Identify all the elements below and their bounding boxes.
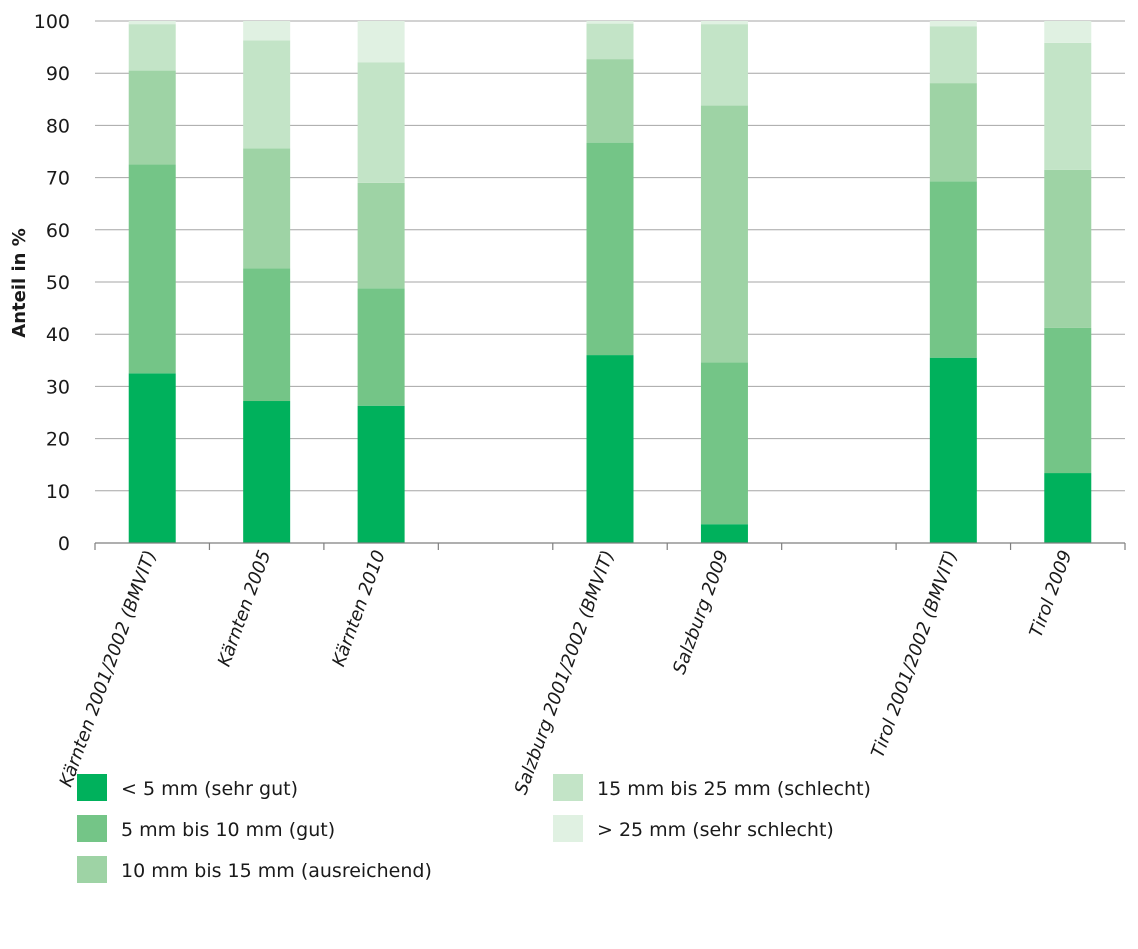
bar-segment <box>586 355 634 543</box>
legend: < 5 mm (sehr gut) 5 mm bis 10 mm (gut) 10 … <box>77 774 871 883</box>
y-tick-label: 60 <box>46 220 70 242</box>
x-category-label: Kärnten 2010 <box>328 548 389 670</box>
legend-swatch <box>553 774 583 801</box>
bar-segment <box>700 524 748 543</box>
legend-label: 10 mm bis 15 mm (ausreichend) <box>121 860 432 882</box>
bar-segment <box>586 142 634 356</box>
bar-segment <box>586 23 634 60</box>
legend-label: > 25 mm (sehr schlecht) <box>597 819 834 841</box>
bar-segment <box>929 181 977 358</box>
bars <box>128 21 1092 543</box>
legend-label: 15 mm bis 25 mm (schlecht) <box>597 778 871 800</box>
bar-segment <box>128 24 176 71</box>
y-tick-label: 80 <box>46 115 70 137</box>
legend-item: < 5 mm (sehr gut) <box>77 774 298 801</box>
bar-segment <box>243 401 291 543</box>
bar-segment <box>700 362 748 525</box>
y-tick-labels: 0 10 20 30 40 50 60 70 80 90 100 <box>34 11 70 555</box>
bar-segment <box>700 105 748 363</box>
legend-label: < 5 mm (sehr gut) <box>121 778 298 800</box>
bar-segment <box>243 148 291 269</box>
x-category-label: Tirol 2001/2002 (BMVIT) <box>867 548 962 761</box>
bar-segment <box>128 164 176 374</box>
legend-item: 10 mm bis 15 mm (ausreichend) <box>77 856 432 883</box>
y-tick-label: 30 <box>46 376 70 398</box>
legend-item: 5 mm bis 10 mm (gut) <box>77 815 335 842</box>
legend-item: > 25 mm (sehr schlecht) <box>553 815 834 842</box>
bar-segment <box>243 40 291 149</box>
x-category-label: Kärnten 2001/2002 (BMVIT) <box>56 548 161 790</box>
bar-segment <box>128 373 176 543</box>
bar-segment <box>357 288 405 406</box>
bar-segment <box>128 21 176 25</box>
legend-swatch <box>77 856 107 883</box>
axes <box>94 542 1126 550</box>
x-category-label: Salzburg 2009 <box>669 548 733 677</box>
bar-segment <box>929 26 977 84</box>
y-axis-title: Anteil in % <box>9 228 30 337</box>
bar-segment <box>357 405 405 543</box>
bar-segment <box>700 24 748 106</box>
y-tick-label: 50 <box>46 272 70 294</box>
bar-segment <box>243 268 291 402</box>
legend-swatch <box>77 774 107 801</box>
bar-segment <box>929 21 977 27</box>
y-tick-label: 70 <box>46 168 70 190</box>
bar-segment <box>586 59 634 143</box>
y-tick-label: 90 <box>46 63 70 85</box>
bar-segment <box>243 21 291 41</box>
x-category-labels: Kärnten 2001/2002 (BMVIT) Kärnten 2005 Kär… <box>56 548 1077 798</box>
bar-segment <box>1044 42 1092 170</box>
x-category-label: Salzburg 2001/2002 (BMVIT) <box>511 548 619 798</box>
bar-segment <box>1044 327 1092 474</box>
bar-segment <box>1044 169 1092 328</box>
bar-segment <box>586 21 634 24</box>
y-tick-label: 40 <box>46 324 70 346</box>
bar-segment <box>1044 473 1092 543</box>
bar-segment <box>357 182 405 289</box>
legend-swatch <box>553 815 583 842</box>
legend-label: 5 mm bis 10 mm (gut) <box>121 819 335 841</box>
bar-segment <box>929 83 977 182</box>
x-category-label: Kärnten 2005 <box>214 548 275 670</box>
y-tick-label: 20 <box>46 429 70 451</box>
y-tick-label: 10 <box>46 481 70 503</box>
bar-segment <box>128 70 176 165</box>
bar-segment <box>357 62 405 183</box>
y-tick-label: 0 <box>58 533 70 555</box>
bar-segment <box>700 21 748 25</box>
y-tick-label: 100 <box>34 11 70 33</box>
legend-swatch <box>77 815 107 842</box>
legend-item: 15 mm bis 25 mm (schlecht) <box>553 774 871 801</box>
bar-segment <box>357 21 405 63</box>
bar-segment <box>929 357 977 543</box>
x-category-label: Tirol 2009 <box>1026 548 1077 641</box>
bar-segment <box>1044 21 1092 43</box>
